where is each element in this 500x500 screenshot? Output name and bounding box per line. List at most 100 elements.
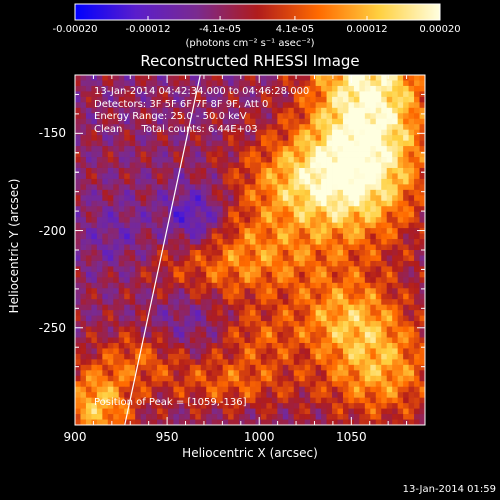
heatmap-cell — [386, 173, 393, 180]
heatmap-cell — [244, 129, 251, 136]
heatmap-cell — [102, 85, 109, 92]
heatmap-cell — [200, 173, 207, 180]
heatmap-cell — [85, 359, 92, 366]
heatmap-cell — [375, 342, 382, 349]
heatmap-cell — [102, 250, 109, 256]
heatmap-cell — [375, 96, 382, 103]
heatmap-cell — [321, 129, 327, 136]
heatmap-cell — [386, 353, 393, 360]
heatmap-cell — [392, 162, 399, 169]
heatmap-cell — [129, 222, 136, 229]
heatmap-cell — [124, 233, 131, 240]
heatmap-cell — [277, 266, 284, 273]
heatmap-cell — [244, 315, 251, 322]
heatmap-cell — [206, 271, 213, 278]
heatmap-cell — [419, 124, 425, 131]
heatmap-cell — [359, 315, 366, 322]
heatmap-cell — [315, 255, 322, 262]
heatmap-cell — [178, 75, 185, 81]
heatmap-cell — [91, 293, 98, 300]
heatmap-cell — [266, 397, 273, 404]
heatmap-cell — [217, 321, 224, 327]
heatmap-cell — [332, 113, 338, 120]
heatmap-cell — [299, 157, 306, 163]
heatmap-cell — [239, 167, 245, 174]
heatmap-cell — [397, 146, 404, 152]
heatmap-cell — [129, 162, 136, 169]
heatmap-cell — [233, 178, 240, 185]
heatmap-cell — [310, 359, 317, 366]
heatmap-cell — [332, 255, 338, 262]
heatmap-cell — [222, 266, 229, 273]
heatmap-cell — [370, 140, 377, 147]
heatmap-cell — [91, 337, 98, 344]
heatmap-cell — [310, 255, 317, 262]
heatmap-cell — [348, 381, 355, 388]
heatmap-cell — [146, 173, 152, 180]
heatmap-cell — [107, 189, 114, 196]
heatmap-cell — [315, 414, 322, 420]
heatmap-cell — [96, 370, 103, 377]
heatmap-cell — [244, 173, 251, 180]
heatmap-cell — [124, 124, 131, 131]
heatmap-cell — [321, 239, 327, 245]
heatmap-cell — [206, 233, 213, 240]
heatmap-cell — [91, 271, 98, 278]
heatmap-cell — [222, 239, 229, 245]
heatmap-cell — [124, 244, 131, 251]
heatmap-cell — [157, 342, 163, 349]
heatmap-cell — [299, 392, 306, 399]
heatmap-cell — [228, 244, 234, 251]
heatmap-cell — [364, 293, 371, 300]
heatmap-cell — [178, 315, 185, 322]
heatmap-cell — [195, 255, 202, 262]
heatmap-cell — [129, 244, 136, 251]
heatmap-cell — [75, 211, 81, 218]
heatmap-cell — [91, 364, 98, 371]
heatmap-cell — [91, 162, 98, 169]
heatmap-cell — [206, 200, 213, 207]
heatmap-cell — [206, 250, 213, 256]
heatmap-cell — [299, 260, 306, 267]
heatmap-cell — [397, 332, 404, 338]
heatmap-cell — [173, 271, 180, 278]
heatmap-cell — [381, 304, 388, 311]
heatmap-cell — [80, 288, 87, 295]
heatmap-cell — [419, 271, 425, 278]
heatmap-cell — [233, 392, 240, 399]
heatmap-cell — [157, 211, 163, 218]
heatmap-cell — [239, 129, 245, 136]
plot-title: Reconstructed RHESSI Image — [140, 52, 360, 70]
heatmap-cell — [135, 228, 142, 234]
heatmap-cell — [282, 386, 289, 393]
heatmap-cell — [102, 140, 109, 147]
heatmap-cell — [310, 200, 317, 207]
heatmap-cell — [75, 359, 81, 366]
heatmap-cell — [392, 315, 399, 322]
heatmap-cell — [370, 206, 377, 213]
heatmap-cell — [157, 370, 163, 377]
heatmap-cell — [107, 244, 114, 251]
heatmap-cell — [129, 359, 136, 366]
heatmap-cell — [392, 140, 399, 147]
heatmap-cell — [195, 96, 202, 103]
heatmap-cell — [414, 206, 420, 213]
heatmap-cell — [228, 85, 234, 92]
heatmap-cell — [353, 364, 360, 371]
heatmap-cell — [200, 151, 207, 158]
heatmap-cell — [217, 277, 224, 284]
heatmap-cell — [342, 102, 349, 109]
heatmap-cell — [375, 260, 382, 267]
heatmap-cell — [157, 151, 163, 158]
heatmap-cell — [386, 332, 393, 338]
heatmap-cell — [277, 315, 284, 322]
heatmap-cell — [195, 321, 202, 327]
heatmap-cell — [386, 408, 393, 415]
heatmap-cell — [326, 151, 333, 158]
heatmap-cell — [403, 124, 409, 131]
heatmap-cell — [146, 118, 152, 125]
heatmap-cell — [118, 200, 125, 207]
heatmap-cell — [129, 266, 136, 273]
heatmap-cell — [151, 321, 158, 327]
heatmap-cell — [310, 96, 317, 103]
